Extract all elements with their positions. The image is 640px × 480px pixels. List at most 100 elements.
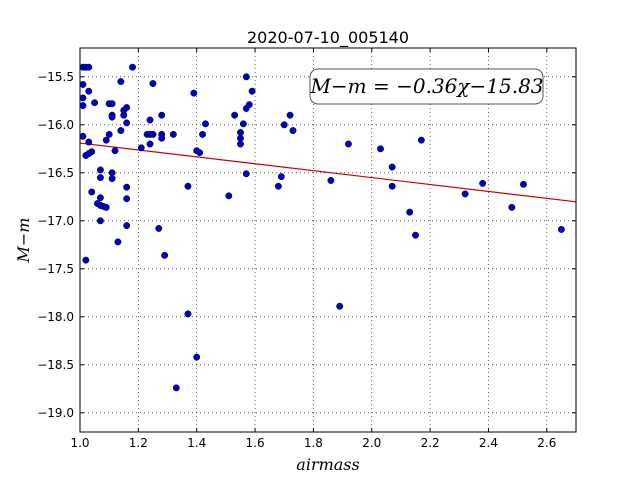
- annotation-box: [309, 68, 544, 105]
- data-point: [123, 104, 131, 111]
- data-point: [184, 310, 192, 318]
- data-point: [120, 111, 128, 119]
- x-tick-label: 2.0: [362, 436, 381, 450]
- data-point: [82, 256, 90, 264]
- data-point: [479, 179, 487, 187]
- y-tick-label: −16.5: [37, 166, 74, 180]
- data-point: [242, 73, 250, 81]
- data-point: [190, 89, 198, 97]
- data-point: [196, 149, 204, 157]
- data-point: [274, 182, 282, 190]
- data-point: [344, 140, 352, 148]
- data-point: [79, 94, 87, 102]
- data-point: [146, 116, 154, 124]
- data-point: [377, 145, 384, 153]
- data-point: [388, 163, 396, 171]
- data-point: [149, 130, 157, 138]
- data-point: [149, 80, 157, 87]
- data-point: [102, 203, 110, 211]
- x-axis-label: airmass: [296, 455, 359, 474]
- x-tick-label: 2.6: [537, 436, 556, 450]
- data-point: [336, 302, 344, 310]
- data-point: [155, 225, 163, 232]
- data-point: [146, 140, 154, 148]
- data-point: [111, 147, 119, 155]
- data-point: [79, 132, 87, 140]
- data-point: [88, 188, 96, 196]
- data-point: [108, 175, 116, 183]
- fit-line-group: [79, 142, 577, 203]
- data-point: [557, 225, 565, 233]
- data-point: [225, 192, 233, 200]
- data-point: [520, 180, 527, 188]
- data-point: [289, 127, 297, 135]
- data-point: [91, 99, 99, 107]
- data-point: [327, 177, 335, 184]
- data-point: [96, 166, 104, 174]
- data-point: [85, 150, 93, 158]
- data-point: [202, 120, 209, 128]
- data-point: [102, 136, 110, 144]
- data-point: [242, 105, 250, 112]
- data-point: [108, 100, 116, 108]
- data-point: [508, 203, 516, 211]
- data-point: [105, 130, 113, 138]
- data-point: [199, 130, 206, 138]
- x-tick-label: 1.4: [187, 436, 206, 450]
- data-point: [161, 251, 169, 259]
- x-tick-label: 2.2: [421, 436, 440, 450]
- data-point: [169, 130, 177, 138]
- data-point: [461, 190, 469, 198]
- data-point: [406, 208, 414, 216]
- data-point: [108, 169, 116, 177]
- x-tick-label: 2.4: [479, 436, 498, 450]
- data-point: [85, 87, 93, 95]
- chart-title: 2020-07-10_005140: [247, 28, 409, 48]
- data-point: [137, 144, 145, 152]
- data-point: [96, 194, 104, 202]
- y-tick-label: −17.0: [37, 214, 74, 228]
- data-point: [239, 120, 247, 128]
- data-point: [237, 134, 244, 142]
- x-tick-label: 1.8: [304, 436, 323, 450]
- data-point: [158, 134, 166, 142]
- data-point: [158, 111, 166, 119]
- plot-area: [80, 48, 576, 432]
- y-tick-label: −18.5: [37, 358, 74, 372]
- data-point: [248, 87, 256, 95]
- data-point: [237, 140, 244, 148]
- fit-annotation: M−m = −0.36χ−15.83: [309, 68, 544, 105]
- y-tick-label: −18.0: [37, 310, 74, 324]
- data-point: [85, 138, 93, 146]
- data-point: [123, 183, 131, 191]
- data-point: [417, 136, 425, 144]
- data-point: [388, 182, 396, 190]
- data-point: [193, 353, 201, 361]
- x-tick-label: 1.2: [129, 436, 148, 450]
- data-point: [114, 238, 122, 246]
- data-point: [96, 217, 104, 225]
- data-point: [242, 170, 250, 178]
- data-point: [123, 222, 131, 230]
- x-tick-label: 1.0: [70, 436, 89, 450]
- data-point: [184, 182, 192, 190]
- data-point: [117, 78, 125, 86]
- data-point: [123, 195, 131, 203]
- data-point: [129, 63, 136, 71]
- data-point: [237, 129, 244, 136]
- data-point: [85, 63, 93, 71]
- y-tick-label: −19.0: [37, 406, 74, 420]
- data-point: [96, 174, 104, 182]
- fit-line: [79, 142, 577, 203]
- data-point: [412, 231, 419, 239]
- data-point: [231, 111, 239, 119]
- axis-ticks: 1.0 1.2 1.4 1.6 1.8 2.0 2.2 2.4 2.6 −15.5 −16.0 −16…: [37, 48, 576, 450]
- data-point: [79, 81, 87, 88]
- data-points: [79, 63, 565, 392]
- data-point: [280, 121, 288, 129]
- data-point: [108, 113, 116, 121]
- data-point: [172, 384, 180, 392]
- data-point: [277, 173, 285, 181]
- y-tick-label: −15.5: [37, 70, 74, 84]
